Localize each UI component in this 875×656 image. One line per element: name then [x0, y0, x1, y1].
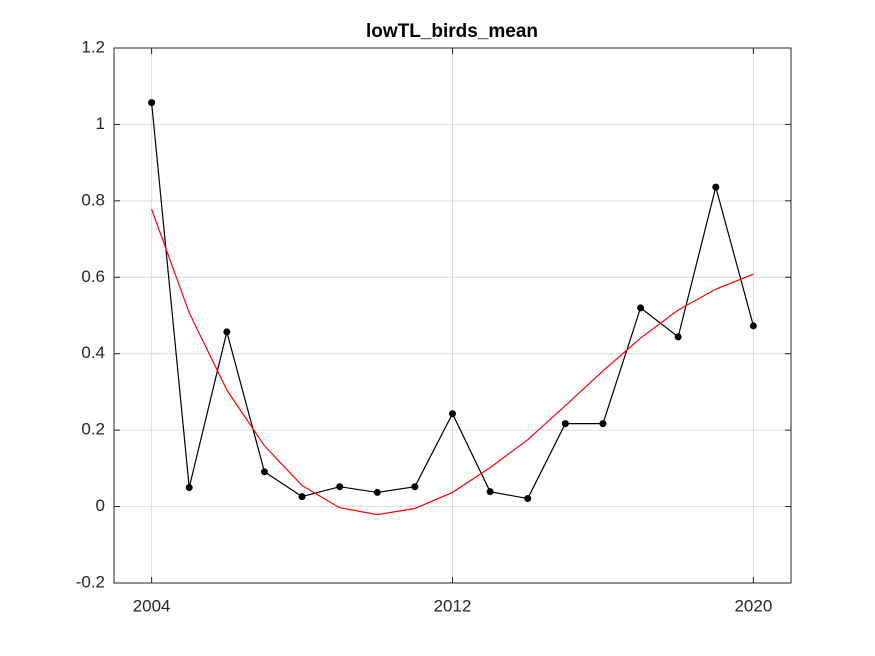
data-point	[411, 483, 419, 491]
data-point	[298, 493, 306, 501]
data-point	[449, 410, 456, 418]
data-point	[599, 420, 607, 428]
data-point	[524, 495, 532, 503]
data-point	[674, 333, 682, 341]
data-point	[148, 99, 156, 107]
x-tick-label: 2004	[133, 596, 171, 615]
y-tick-label: -0.2	[76, 572, 105, 591]
axes-box	[113, 47, 792, 584]
y-tick-label: 0	[96, 496, 105, 515]
x-tick-label: 2012	[434, 596, 472, 615]
x-tick-label: 2020	[734, 596, 772, 615]
y-tick-label: 0.4	[81, 343, 105, 362]
chart-title: lowTL_birds_mean	[366, 21, 538, 42]
data-point	[336, 483, 344, 491]
y-tick-label: 0.8	[81, 190, 105, 209]
data-point	[637, 304, 645, 312]
data-point	[260, 468, 268, 476]
y-tick-label: 0.6	[81, 267, 105, 286]
series-line	[151, 209, 754, 516]
data-point	[185, 483, 193, 491]
y-tick-label: 0.2	[81, 420, 105, 439]
data-point	[712, 183, 720, 191]
y-tick-label: 1.2	[81, 37, 105, 56]
data-point	[749, 322, 757, 330]
data-point	[373, 488, 381, 496]
data-point	[223, 328, 231, 336]
data-point	[561, 420, 569, 428]
y-tick-label: 1	[96, 114, 105, 133]
data-point	[486, 488, 494, 496]
